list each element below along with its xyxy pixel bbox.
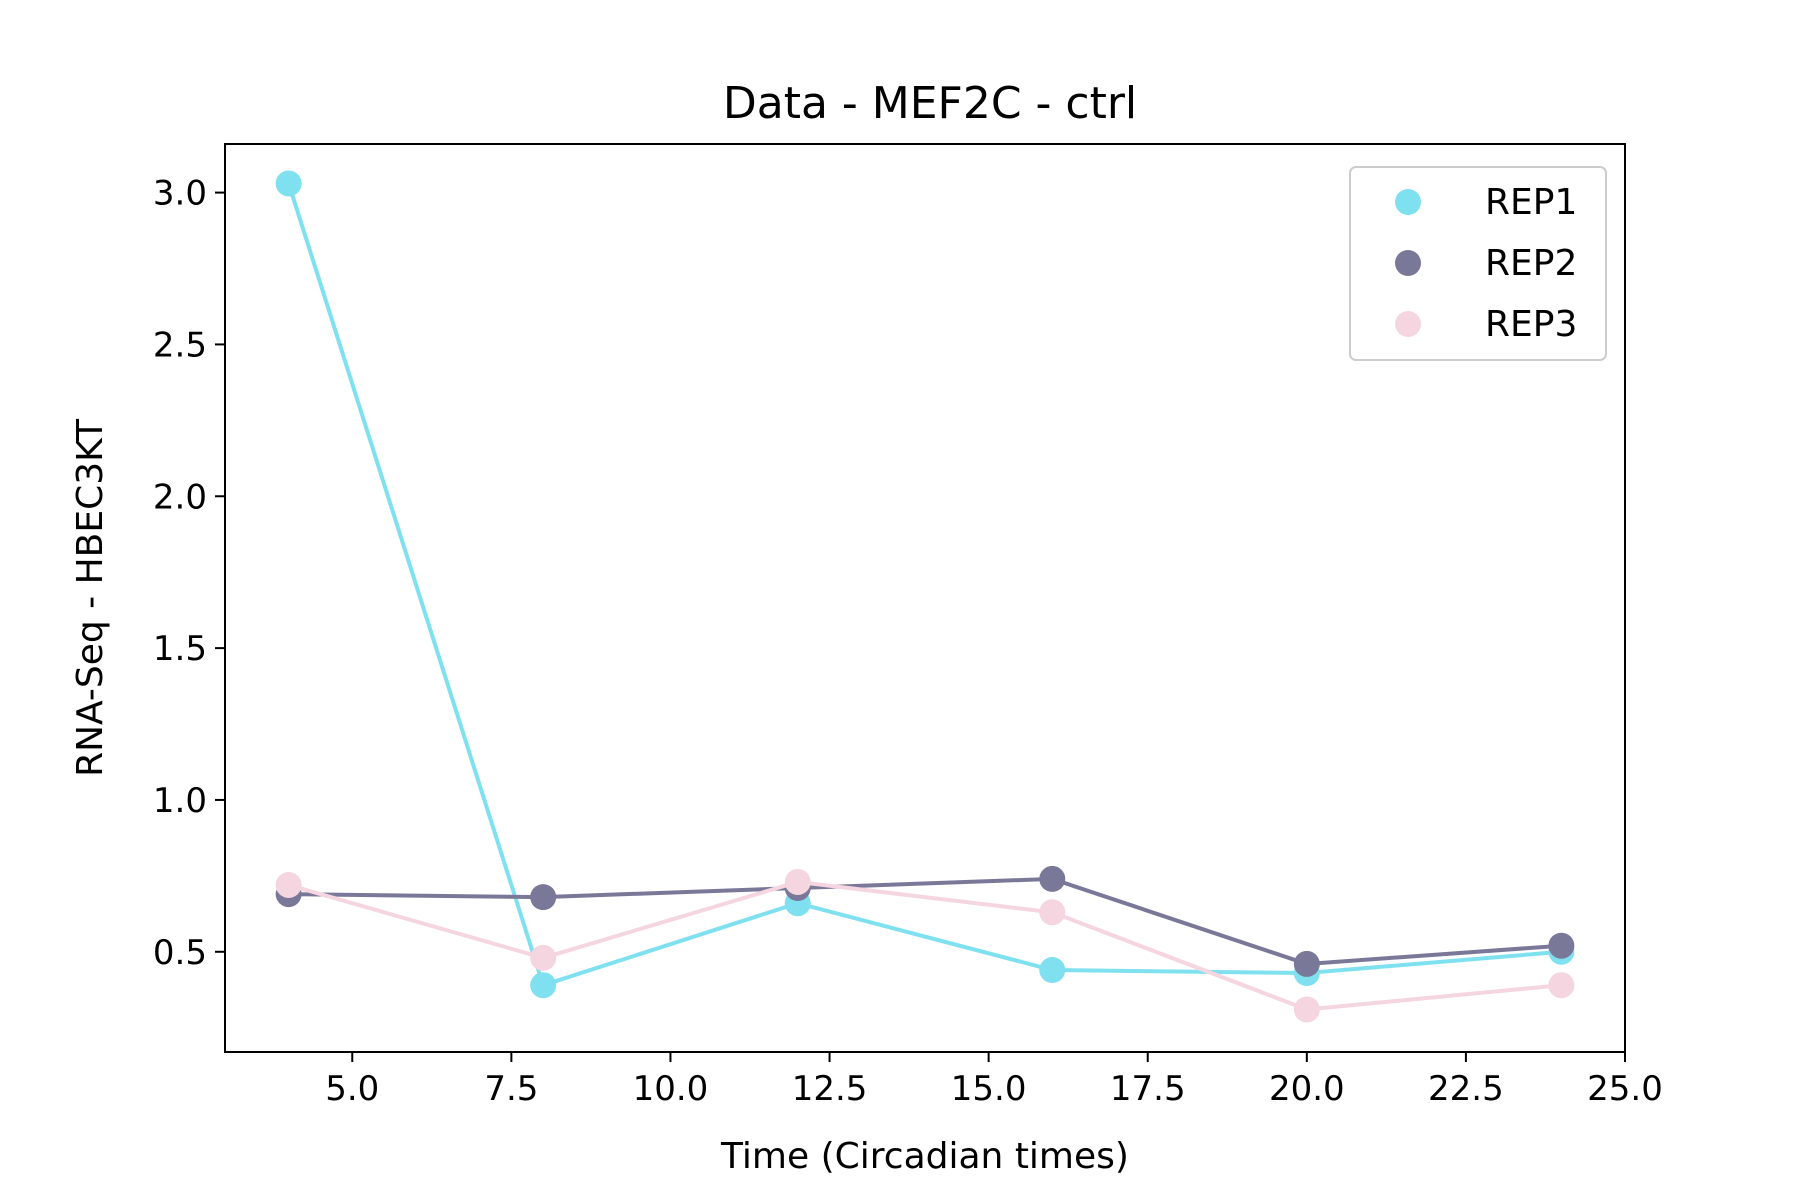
y-tick-label: 2.5	[153, 325, 207, 365]
y-tick-label: 1.0	[153, 781, 207, 821]
chart-title: Data - MEF2C - ctrl	[723, 78, 1137, 129]
x-tick-label: 17.5	[1110, 1069, 1186, 1109]
data-point-rep3	[1548, 972, 1575, 999]
data-point-rep2	[1293, 950, 1320, 977]
x-tick-label: 22.5	[1428, 1069, 1504, 1109]
x-tick-label: 10.0	[633, 1069, 709, 1109]
data-point-rep3	[784, 868, 811, 895]
y-tick-label: 1.5	[153, 629, 207, 669]
series-line-rep3	[288, 879, 1562, 1012]
data-point-rep3	[1039, 899, 1066, 926]
plot-frame	[224, 143, 1626, 1053]
legend-marker-rep2	[1395, 250, 1421, 276]
data-point-rep2	[530, 884, 557, 911]
plot-area	[275, 170, 1575, 1023]
data-point-rep1	[275, 170, 302, 197]
x-tick-label: 5.0	[325, 1069, 379, 1109]
legend-label-rep1: REP1	[1485, 182, 1577, 223]
y-tick-label: 3.0	[153, 174, 207, 214]
legend-box	[1349, 166, 1607, 361]
data-point-rep3	[1293, 996, 1320, 1023]
x-tick-label: 20.0	[1269, 1069, 1345, 1109]
y-tick-label: 2.0	[153, 477, 207, 517]
legend-label-rep3: REP3	[1485, 304, 1577, 345]
x-tick-label: 12.5	[792, 1069, 868, 1109]
data-point-rep2	[1039, 865, 1066, 892]
data-point-rep1	[1039, 957, 1066, 984]
data-point-rep3	[530, 944, 557, 971]
x-tick-label: 15.0	[951, 1069, 1027, 1109]
data-point-rep2	[1548, 932, 1575, 959]
x-axis: 5.0 7.5 10.0 12.5 15.0 17.5 20.0 22.5 25.0	[325, 1052, 1663, 1109]
y-axis-label: RNA-Seq - HBEC3KT	[70, 418, 111, 777]
data-point-rep1	[530, 972, 557, 999]
y-axis: 0.5 1.0 1.5 2.0 2.5 3.0	[153, 174, 225, 973]
x-tick-label: 25.0	[1587, 1069, 1663, 1109]
legend-label-rep2: REP2	[1485, 243, 1577, 284]
series-line-rep2	[288, 876, 1562, 966]
x-axis-label: Time (Circadian times)	[720, 1136, 1129, 1177]
series-line-rep1	[286, 182, 1562, 988]
y-tick-label: 0.5	[153, 933, 207, 973]
legend: REP1 REP2 REP3	[1349, 166, 1607, 361]
data-point-rep3	[275, 871, 302, 898]
legend-marker-rep1	[1395, 189, 1421, 215]
legend-marker-rep3	[1395, 311, 1421, 337]
x-tick-label: 7.5	[484, 1069, 538, 1109]
